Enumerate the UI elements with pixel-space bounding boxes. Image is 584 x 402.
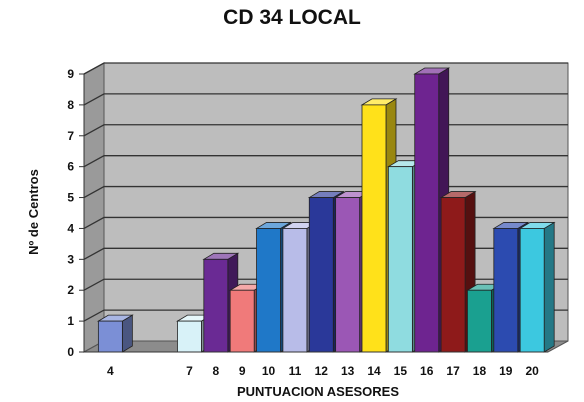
bar-front — [440, 197, 466, 353]
x-tick-label: 13 — [341, 364, 355, 378]
y-tick-label: 1 — [67, 314, 74, 328]
x-tick-label: 10 — [262, 364, 276, 378]
bar — [518, 221, 556, 353]
y-tick-label: 8 — [67, 98, 74, 112]
side-wall — [83, 62, 105, 353]
y-tick-label: 5 — [67, 191, 74, 205]
bar-front — [493, 228, 519, 353]
bar-front — [282, 228, 308, 353]
bars — [96, 67, 556, 353]
bar-front — [387, 166, 413, 353]
x-tick-label: 15 — [394, 364, 408, 378]
x-axis-label: PUNTUACION ASESORES — [237, 384, 399, 399]
y-tick-label: 0 — [67, 345, 74, 359]
y-tick-label: 9 — [67, 67, 74, 81]
x-tick-label: 11 — [289, 364, 302, 378]
bar-front — [177, 320, 202, 353]
gridline — [83, 93, 568, 106]
x-tick-label: 17 — [446, 364, 460, 378]
bar-front — [467, 289, 492, 353]
gridline — [83, 124, 568, 137]
x-tick-label: 19 — [499, 364, 513, 378]
bar — [413, 67, 451, 353]
x-tick-label: 20 — [526, 364, 540, 378]
bar — [466, 283, 503, 353]
x-tick-label: 12 — [315, 364, 329, 378]
bar-front — [361, 104, 387, 353]
bar-front — [229, 289, 255, 353]
bar-front — [414, 73, 440, 353]
y-axis-label: Nº de Centros — [26, 169, 41, 255]
x-tick-label: 14 — [367, 364, 381, 378]
y-tick-label: 6 — [67, 160, 74, 174]
y-tick-label: 2 — [67, 283, 74, 297]
bar-front — [203, 258, 229, 353]
x-tick-label: 8 — [212, 364, 219, 378]
bar-front — [97, 320, 123, 353]
chart-title: CD 34 LOCAL — [223, 6, 361, 29]
gridline — [83, 62, 568, 75]
x-tick-label: 9 — [239, 364, 246, 378]
gridline — [83, 155, 568, 168]
bar-front — [308, 197, 334, 353]
x-tick-label: 16 — [420, 364, 434, 378]
y-tick-label: 3 — [67, 252, 74, 266]
x-tick-label: 18 — [473, 364, 487, 378]
bar — [96, 314, 134, 353]
bar-front — [256, 228, 281, 353]
bar-front — [335, 197, 361, 353]
y-tick-label: 4 — [67, 221, 74, 235]
y-tick-label: 7 — [67, 129, 74, 143]
x-tick-label: 4 — [107, 364, 114, 378]
bar-front — [519, 228, 545, 353]
x-tick-label: 7 — [186, 364, 193, 378]
bar-side — [543, 221, 555, 353]
